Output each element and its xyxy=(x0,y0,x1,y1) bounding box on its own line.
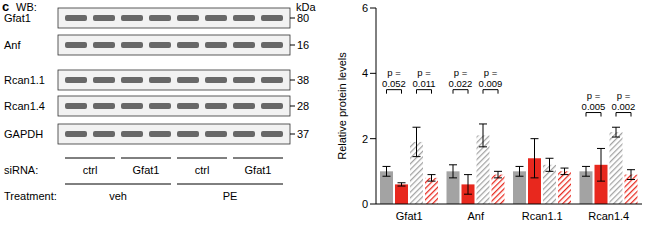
svg-text:Gfat1: Gfat1 xyxy=(245,164,272,176)
svg-text:37: 37 xyxy=(297,128,309,140)
svg-text:0.002: 0.002 xyxy=(612,101,636,112)
svg-text:p =: p = xyxy=(484,67,498,78)
svg-text:Rcan1.1: Rcan1.1 xyxy=(8,74,45,86)
svg-text:Relative protein levels: Relative protein levels xyxy=(336,52,348,160)
svg-text:0: 0 xyxy=(362,198,368,210)
svg-text:p =: p = xyxy=(387,67,401,78)
svg-text:0.052: 0.052 xyxy=(382,78,406,89)
svg-text:80: 80 xyxy=(297,12,309,24)
svg-text:Anf: Anf xyxy=(8,39,21,51)
svg-text:38: 38 xyxy=(297,74,309,86)
svg-text:veh: veh xyxy=(109,190,127,202)
svg-text:Rcan1.4: Rcan1.4 xyxy=(8,100,45,112)
svg-text:4: 4 xyxy=(362,67,368,79)
svg-text:2: 2 xyxy=(362,133,368,145)
svg-text:6: 6 xyxy=(362,2,368,14)
svg-text:0.022: 0.022 xyxy=(449,78,473,89)
svg-text:Rcan1.4: Rcan1.4 xyxy=(588,210,629,222)
svg-text:28: 28 xyxy=(297,100,309,112)
svg-text:0.005: 0.005 xyxy=(582,101,606,112)
svg-text:ctrl: ctrl xyxy=(83,164,98,176)
svg-text:siRNA:: siRNA: xyxy=(8,164,38,176)
svg-text:PE: PE xyxy=(223,190,238,202)
svg-text:p =: p = xyxy=(454,67,468,78)
svg-text:WB:: WB: xyxy=(16,1,37,13)
svg-text:GAPDH: GAPDH xyxy=(8,128,43,140)
svg-text:16: 16 xyxy=(297,39,309,51)
svg-text:Rcan1.1: Rcan1.1 xyxy=(522,210,563,222)
svg-text:p =: p = xyxy=(587,90,601,101)
svg-text:Gfat1: Gfat1 xyxy=(8,12,31,24)
svg-text:p =: p = xyxy=(417,67,431,78)
svg-text:ctrl: ctrl xyxy=(195,164,210,176)
svg-text:0.011: 0.011 xyxy=(412,78,435,89)
svg-text:Treatment:: Treatment: xyxy=(8,190,57,202)
svg-text:Gfat1: Gfat1 xyxy=(133,164,160,176)
svg-text:0.009: 0.009 xyxy=(479,78,503,89)
svg-text:p =: p = xyxy=(617,90,631,101)
svg-text:Anf: Anf xyxy=(467,210,484,222)
svg-text:kDa: kDa xyxy=(296,1,316,13)
svg-text:Gfat1: Gfat1 xyxy=(396,210,423,222)
